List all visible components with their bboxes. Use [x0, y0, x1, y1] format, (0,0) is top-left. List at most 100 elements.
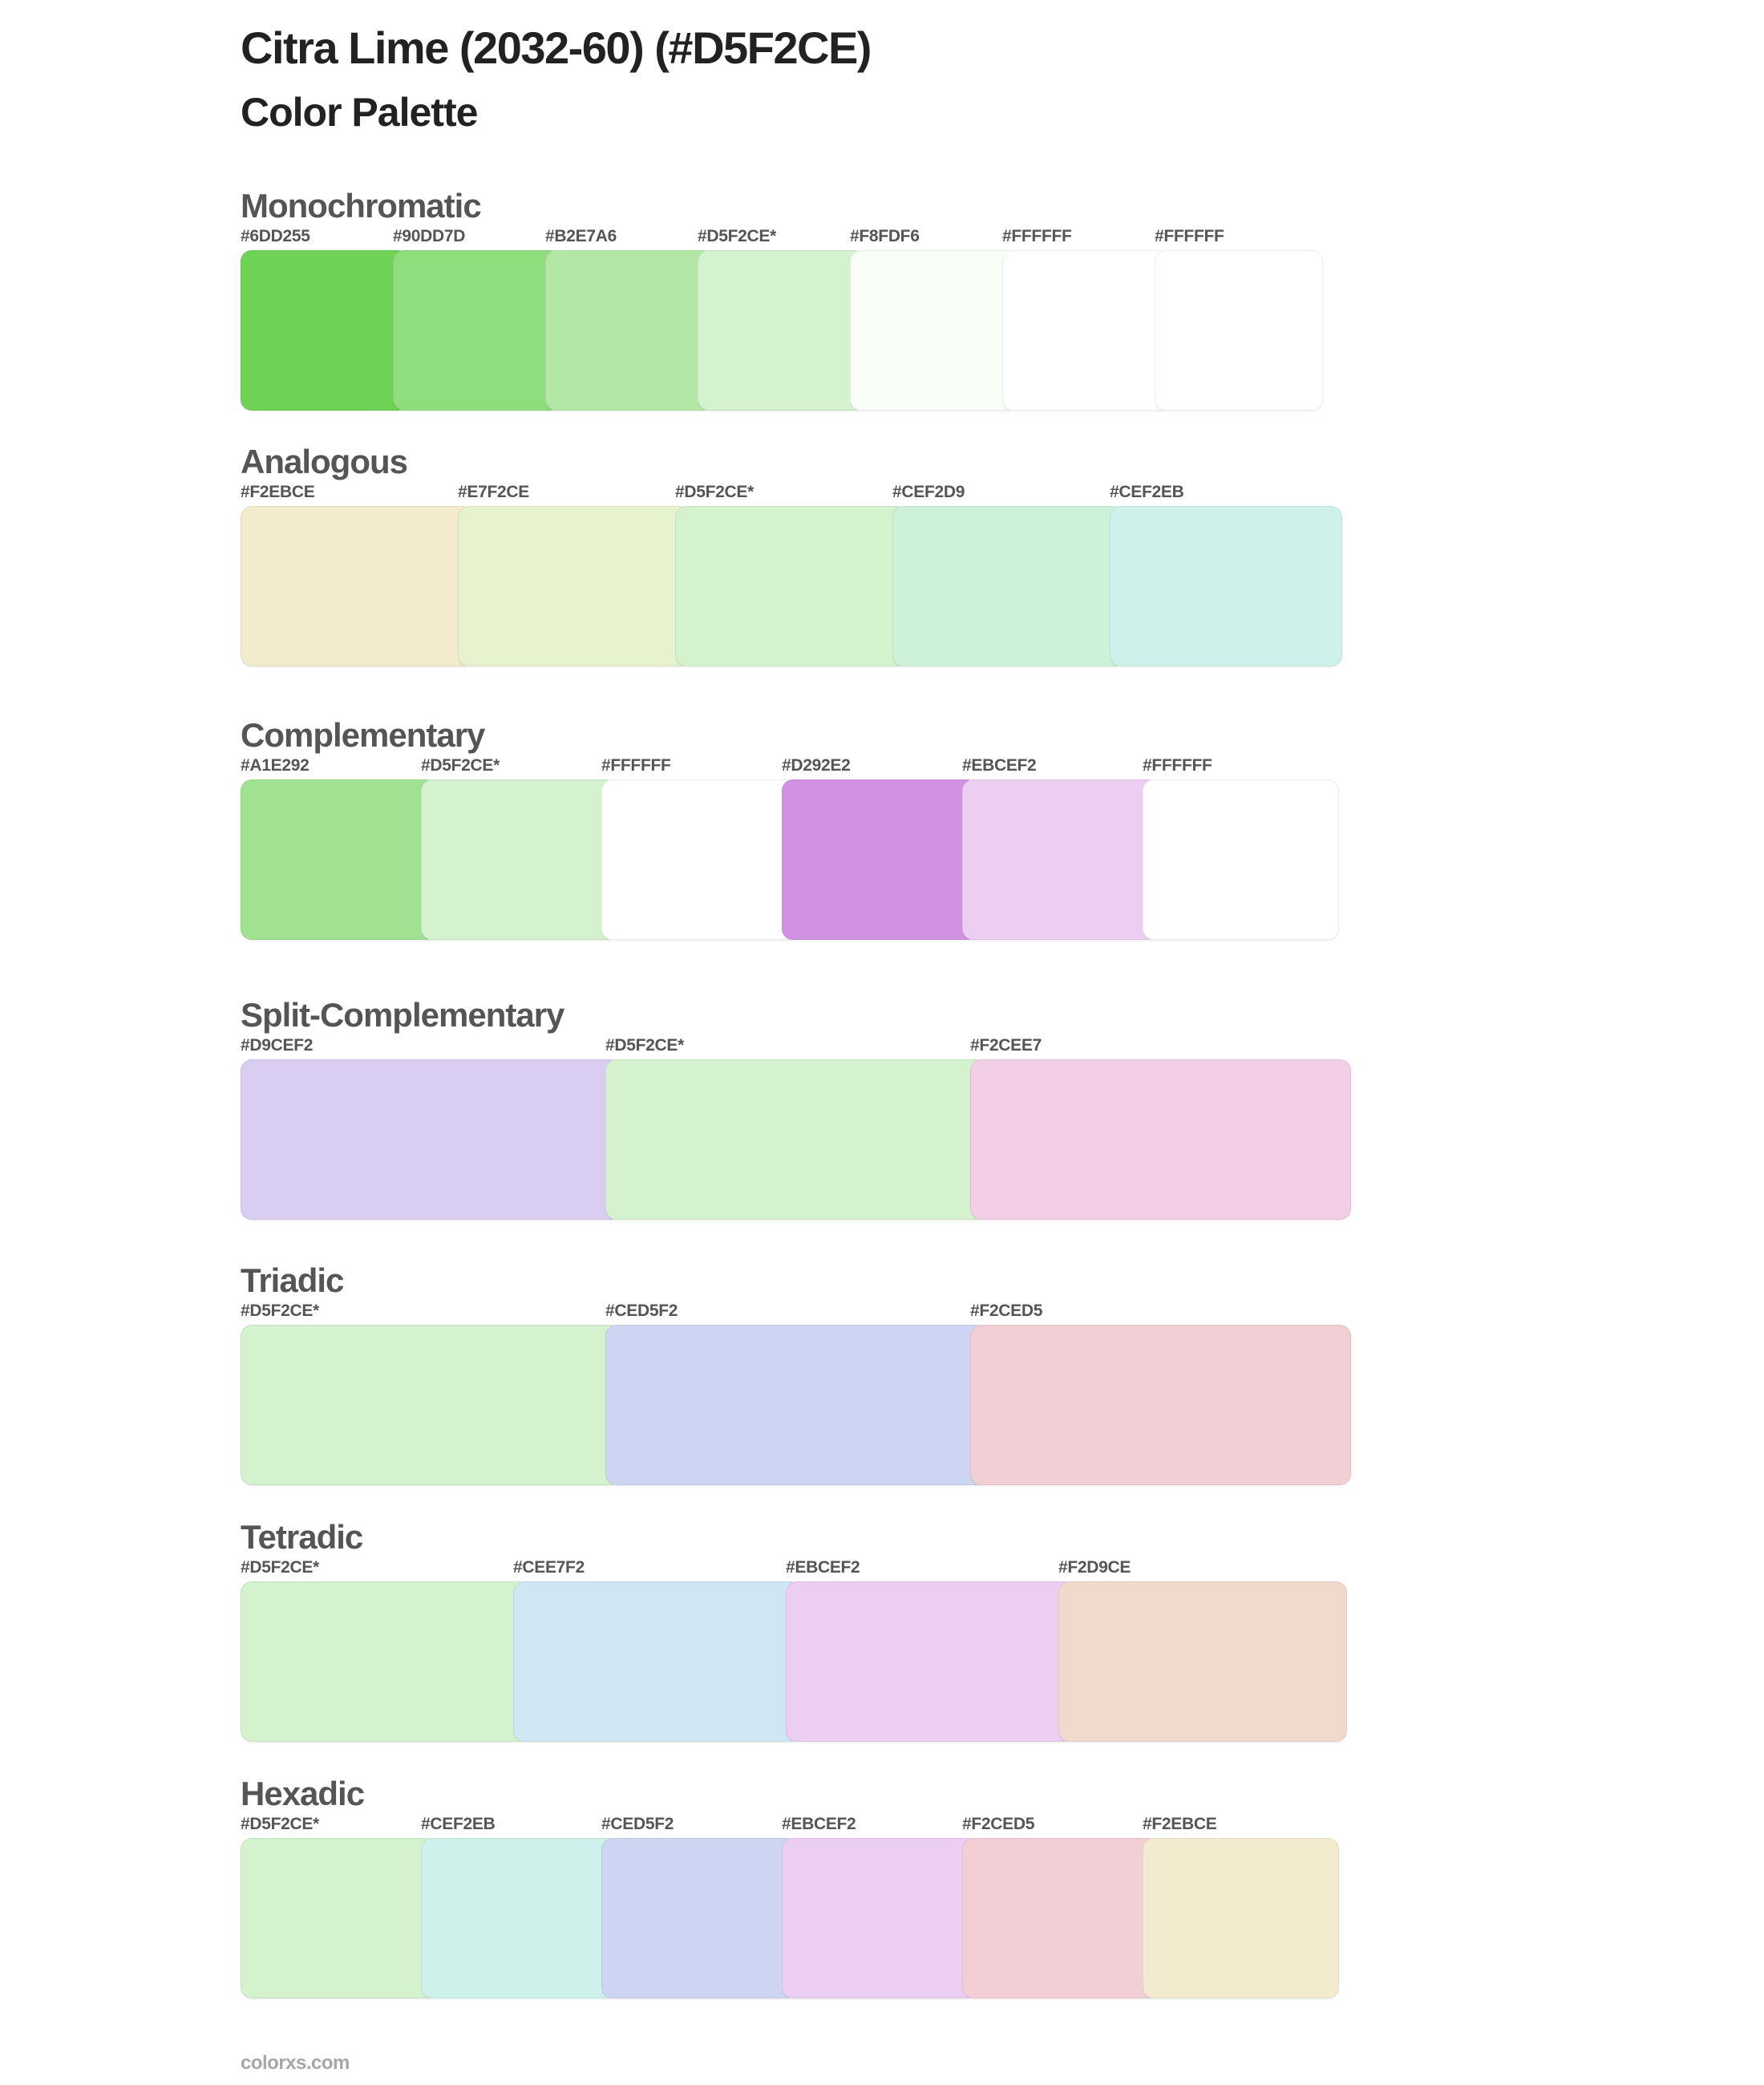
swatch-item: #D5F2CE* — [675, 482, 908, 666]
palette-section-complementary: Complementary #A1E292 #D5F2CE* #FFFFFF #… — [241, 715, 1379, 940]
swatch-item: #D5F2CE* — [605, 1035, 986, 1220]
section-title-monochromatic: Monochromatic — [241, 187, 482, 225]
color-swatch[interactable] — [545, 250, 714, 411]
swatch-hex-label: #E7F2CE — [458, 483, 529, 501]
swatch-hex-label: #F2CEE7 — [970, 1036, 1042, 1055]
swatch-hex-label: #D9CEF2 — [241, 1036, 314, 1055]
palette-section-hexadic: Hexadic #D5F2CE* #CEF2EB #CED5F2 #EBCEF2… — [241, 1774, 1379, 1998]
swatch-item: #FFFFFF — [1143, 755, 1339, 940]
swatch-hex-label: #F2CED5 — [962, 1815, 1035, 1833]
swatch-hex-label: #F2EBCE — [241, 483, 315, 501]
swatch-hex-label: #F2D9CE — [1058, 1558, 1131, 1577]
color-swatch[interactable] — [241, 250, 409, 411]
color-swatch[interactable] — [241, 1838, 437, 1998]
swatch-item: #CEF2D9 — [892, 482, 1125, 666]
section-title-triadic: Triadic — [241, 1261, 344, 1299]
page-subtitle: Color Palette — [241, 90, 478, 135]
section-title-hexadic: Hexadic — [241, 1775, 365, 1812]
swatch-hex-label: #D292E2 — [782, 756, 851, 775]
swatch-item: #6DD255 — [241, 226, 409, 411]
swatch-hex-label: #6DD255 — [241, 227, 310, 245]
swatch-hex-label: #F2CED5 — [970, 1302, 1043, 1320]
color-swatch[interactable] — [513, 1581, 802, 1742]
swatch-hex-label: #D5F2CE* — [675, 483, 754, 501]
swatch-item: #EBCEF2 — [786, 1557, 1074, 1742]
color-swatch[interactable] — [1110, 506, 1342, 666]
color-swatch[interactable] — [1155, 250, 1323, 411]
color-swatch[interactable] — [698, 250, 866, 411]
swatch-item: #CEF2EB — [421, 1814, 617, 1998]
swatch-hex-label: #D5F2CE* — [241, 1302, 319, 1320]
swatch-hex-label: #FFFFFF — [1155, 227, 1224, 245]
swatch-hex-label: #CEF2EB — [1110, 483, 1184, 501]
swatch-item: #D5F2CE* — [241, 1301, 621, 1485]
section-title-tetradic: Tetradic — [241, 1518, 363, 1556]
swatch-hex-label: #D5F2CE* — [605, 1036, 684, 1055]
color-swatch[interactable] — [962, 779, 1159, 940]
swatch-row: #D9CEF2 #D5F2CE* #F2CEE7 — [241, 1035, 1379, 1220]
color-swatch[interactable] — [241, 1059, 621, 1220]
swatch-item: #CED5F2 — [605, 1301, 986, 1485]
swatch-item: #B2E7A6 — [545, 226, 714, 411]
color-swatch[interactable] — [393, 250, 561, 411]
color-swatch[interactable] — [782, 779, 978, 940]
color-swatch[interactable] — [241, 779, 437, 940]
color-swatch[interactable] — [601, 779, 798, 940]
swatch-hex-label: #D5F2CE* — [698, 227, 776, 245]
swatch-item: #CEE7F2 — [513, 1557, 802, 1742]
color-swatch[interactable] — [970, 1059, 1351, 1220]
swatch-item: #90DD7D — [393, 226, 561, 411]
swatch-item: #D5F2CE* — [241, 1557, 529, 1742]
swatch-hex-label: #D5F2CE* — [241, 1815, 319, 1833]
swatch-hex-label: #EBCEF2 — [786, 1558, 860, 1577]
swatch-item: #D5F2CE* — [241, 1814, 437, 1998]
swatch-item: #FFFFFF — [601, 755, 798, 940]
color-swatch[interactable] — [1058, 1581, 1347, 1742]
swatch-item: #EBCEF2 — [962, 755, 1159, 940]
color-swatch[interactable] — [786, 1581, 1074, 1742]
swatch-item: #CEF2EB — [1110, 482, 1342, 666]
color-swatch[interactable] — [241, 1325, 621, 1485]
swatch-hex-label: #90DD7D — [393, 227, 466, 245]
swatch-row: #D5F2CE* #CEE7F2 #EBCEF2 #F2D9CE — [241, 1557, 1379, 1742]
color-swatch[interactable] — [1143, 779, 1339, 940]
swatch-item: #FFFFFF — [1155, 226, 1323, 411]
color-swatch[interactable] — [421, 1838, 617, 1998]
color-swatch[interactable] — [1002, 250, 1171, 411]
section-title-analogous: Analogous — [241, 443, 408, 480]
swatch-hex-label: #CEF2EB — [421, 1815, 496, 1833]
color-swatch[interactable] — [421, 779, 617, 940]
swatch-hex-label: #EBCEF2 — [782, 1815, 856, 1833]
swatch-item: #F2D9CE — [1058, 1557, 1347, 1742]
swatch-hex-label: #CED5F2 — [605, 1302, 678, 1320]
swatch-item: #E7F2CE — [458, 482, 690, 666]
footer-site-link[interactable]: colorxs.com — [241, 2052, 350, 2074]
swatch-hex-label: #CED5F2 — [601, 1815, 674, 1833]
color-swatch[interactable] — [892, 506, 1125, 666]
color-swatch[interactable] — [241, 506, 473, 666]
swatch-hex-label: #FFFFFF — [1002, 227, 1072, 245]
color-swatch[interactable] — [675, 506, 908, 666]
swatch-item: #D5F2CE* — [421, 755, 617, 940]
color-swatch[interactable] — [1143, 1838, 1339, 1998]
palette-section-analogous: Analogous #F2EBCE #E7F2CE #D5F2CE* #CEF2… — [241, 442, 1379, 666]
color-swatch[interactable] — [605, 1325, 986, 1485]
swatch-row: #D5F2CE* #CEF2EB #CED5F2 #EBCEF2 #F2CED5… — [241, 1814, 1379, 1998]
swatch-item: #F2EBCE — [1143, 1814, 1339, 1998]
swatch-hex-label: #F8FDF6 — [850, 227, 920, 245]
palette-section-split-complementary: Split-Complementary #D9CEF2 #D5F2CE* #F2… — [241, 995, 1379, 1220]
swatch-item: #F8FDF6 — [850, 226, 1018, 411]
color-swatch[interactable] — [970, 1325, 1351, 1485]
color-swatch[interactable] — [241, 1581, 529, 1742]
color-swatch[interactable] — [605, 1059, 986, 1220]
swatch-item: #CED5F2 — [601, 1814, 798, 1998]
swatch-row: #F2EBCE #E7F2CE #D5F2CE* #CEF2D9 #CEF2EB — [241, 482, 1379, 666]
color-swatch[interactable] — [782, 1838, 978, 1998]
swatch-item: #F2EBCE — [241, 482, 473, 666]
swatch-hex-label: #FFFFFF — [601, 756, 671, 775]
swatch-hex-label: #B2E7A6 — [545, 227, 617, 245]
color-swatch[interactable] — [850, 250, 1018, 411]
color-swatch[interactable] — [601, 1838, 798, 1998]
color-swatch[interactable] — [962, 1838, 1159, 1998]
color-swatch[interactable] — [458, 506, 690, 666]
